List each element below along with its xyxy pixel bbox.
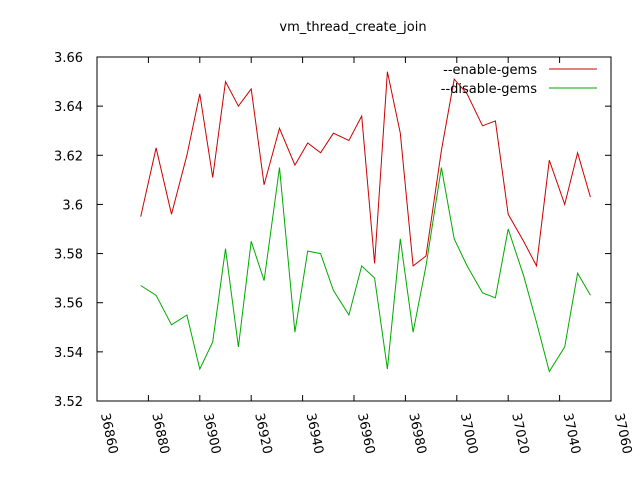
y-tick-label: 3.54	[54, 346, 83, 361]
legend-label-enable-gems: --enable-gems	[443, 63, 537, 78]
plot-frame	[96, 56, 612, 402]
y-tick-label: 3.52	[54, 395, 83, 410]
x-tick-label: 36940	[303, 412, 326, 456]
x-tick-label: 37040	[560, 412, 583, 456]
series-line-disable-gems	[140, 167, 591, 373]
x-tick-label: 36960	[354, 412, 377, 456]
y-tick-label: 3.56	[54, 297, 83, 312]
series-layer	[140, 71, 591, 373]
y-tick-label: 3.6	[62, 198, 83, 213]
x-tick-label: 37000	[457, 412, 480, 456]
legend: --enable-gems --disable-gems	[441, 63, 597, 97]
series-line-enable-gems	[140, 71, 591, 268]
x-tick-label: 36980	[405, 412, 428, 456]
x-tick-label: 36860	[97, 412, 120, 456]
x-tick-label: 36900	[200, 412, 223, 456]
legend-label-disable-gems: --disable-gems	[441, 82, 537, 97]
y-tick-label: 3.58	[54, 248, 83, 263]
x-tick-label: 36880	[148, 412, 171, 456]
x-tick-label: 36920	[251, 412, 274, 456]
y-tick-label: 3.62	[54, 149, 83, 164]
axes: 3.52 3.54 3.56 3.58 3.6 3.62 3.64 3.66 36860 3688…	[54, 51, 634, 455]
x-tick-label: 37020	[508, 412, 531, 456]
y-tick-label: 3.66	[54, 51, 83, 66]
y-tick-label: 3.64	[54, 100, 83, 115]
chart-title: vm_thread_create_join	[279, 20, 426, 35]
x-tick-label: 37060	[611, 412, 634, 456]
